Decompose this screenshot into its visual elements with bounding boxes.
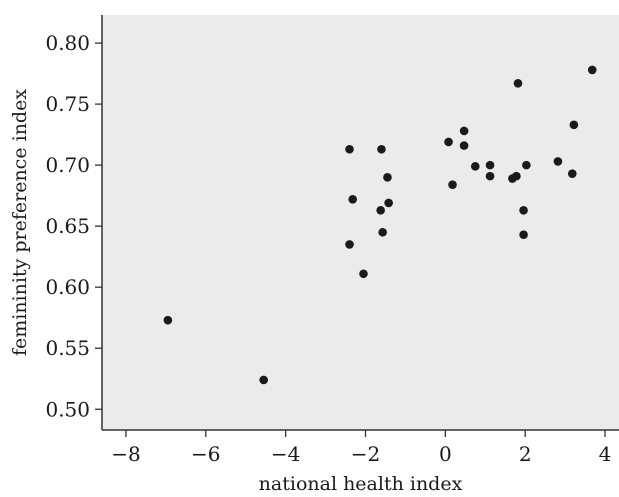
x-tick-label: 4 bbox=[599, 442, 612, 466]
data-point bbox=[485, 171, 495, 181]
data-point bbox=[522, 160, 531, 170]
x-tick-label: −6 bbox=[191, 442, 220, 466]
y-axis-label: femininity preference index bbox=[9, 89, 31, 356]
x-axis-ticks: −8 −6 −4 −2 0 2 4 bbox=[111, 430, 611, 466]
data-point bbox=[485, 160, 495, 170]
y-tick-label: 0.65 bbox=[45, 214, 90, 238]
plot-area bbox=[102, 15, 619, 430]
data-point bbox=[384, 198, 393, 208]
data-point bbox=[512, 171, 521, 181]
data-point bbox=[345, 144, 354, 154]
data-point bbox=[348, 195, 358, 204]
data-point bbox=[377, 144, 386, 154]
data-point bbox=[359, 269, 368, 279]
data-point bbox=[444, 137, 453, 147]
data-point bbox=[569, 120, 579, 130]
data-point bbox=[513, 79, 523, 88]
data-point bbox=[448, 180, 457, 189]
x-tick-label: 0 bbox=[439, 442, 452, 466]
data-point bbox=[259, 375, 268, 385]
data-point bbox=[459, 141, 469, 150]
y-axis-ticks: 0.50 0.55 0.60 0.65 0.70 0.75 0.80 bbox=[45, 31, 102, 421]
data-points bbox=[163, 65, 597, 385]
data-point bbox=[163, 315, 173, 325]
data-point bbox=[553, 157, 563, 166]
data-point bbox=[567, 169, 577, 178]
y-tick-label: 0.50 bbox=[45, 397, 90, 421]
x-tick-label: −8 bbox=[111, 442, 140, 466]
data-point bbox=[459, 126, 469, 136]
data-point bbox=[519, 205, 528, 215]
data-point bbox=[376, 205, 385, 215]
y-tick-label: 0.60 bbox=[45, 275, 90, 299]
data-point bbox=[519, 230, 528, 240]
y-tick-label: 0.55 bbox=[45, 336, 90, 360]
data-point bbox=[378, 227, 387, 237]
y-tick-label: 0.80 bbox=[45, 31, 90, 55]
data-point bbox=[470, 162, 480, 171]
data-point bbox=[383, 173, 392, 182]
data-point bbox=[587, 65, 597, 75]
x-axis-label: national health index bbox=[259, 473, 463, 495]
y-tick-label: 0.75 bbox=[45, 92, 90, 116]
x-tick-label: −2 bbox=[351, 442, 380, 466]
x-tick-label: 2 bbox=[519, 442, 532, 466]
y-tick-label: 0.70 bbox=[45, 153, 90, 177]
data-point bbox=[345, 240, 354, 249]
x-tick-label: −4 bbox=[271, 442, 300, 466]
